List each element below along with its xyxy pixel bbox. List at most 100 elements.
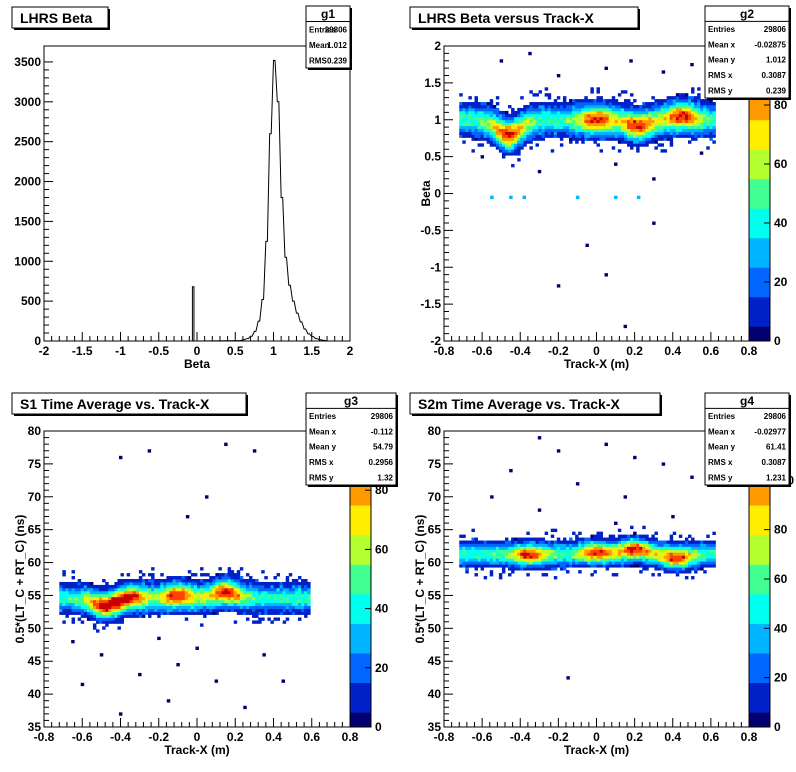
- heatmap-cell: [89, 614, 94, 618]
- heatmap-cell: [608, 125, 613, 129]
- heatmap-cell: [264, 590, 268, 595]
- heatmap-cell: [663, 134, 668, 138]
- stats-name: g1: [321, 7, 335, 21]
- heatmap-cell: [102, 590, 106, 595]
- heatmap-cell: [282, 581, 287, 586]
- heatmap-cell: [163, 587, 167, 592]
- heatmap-cell: [578, 558, 582, 562]
- y-tick-label: 60: [428, 556, 442, 570]
- heatmap-cell: [553, 564, 558, 568]
- heatmap-cell: [239, 567, 244, 571]
- heatmap-cell: [633, 543, 637, 547]
- heatmap-cell: [135, 614, 140, 618]
- heatmap-cell: [215, 605, 219, 609]
- heatmap-cell: [596, 107, 600, 112]
- heatmap-cell: [520, 128, 524, 132]
- heatmap-cell: [694, 137, 698, 141]
- heatmap-cell: [236, 599, 241, 604]
- heatmap-cell: [498, 558, 503, 562]
- heatmap-cell: [273, 602, 277, 607]
- heatmap-cell: [523, 105, 527, 109]
- heatmap-cell: [608, 540, 613, 544]
- heatmap-cell: [608, 116, 613, 121]
- heatmap-cell: [230, 576, 235, 580]
- heatmap-cell: [645, 122, 649, 127]
- y-tick-label: 1: [434, 113, 441, 127]
- heatmap-cell: [151, 584, 155, 589]
- heatmap-cell: [663, 564, 668, 568]
- heatmap-cell: [627, 131, 631, 135]
- heatmap-cell: [639, 561, 643, 565]
- heatmap-cell: [550, 558, 555, 562]
- heatmap-cell: [654, 125, 658, 129]
- heatmap-cell: [462, 113, 466, 118]
- heatmap-cell: [178, 611, 183, 615]
- heatmap-cell: [114, 608, 118, 612]
- heatmap-cell: [258, 611, 262, 615]
- heatmap-cell: [111, 605, 115, 609]
- heatmap-cell: [675, 125, 680, 129]
- heatmap-cell: [172, 602, 176, 607]
- heatmap-cell: [517, 140, 521, 144]
- heatmap-cell: [584, 537, 588, 541]
- heatmap-cell: [639, 546, 643, 550]
- heatmap-cell: [526, 128, 530, 132]
- heatmap-cell: [599, 102, 603, 106]
- heatmap-cell: [459, 558, 463, 562]
- heatmap-cell: [578, 540, 582, 544]
- heatmap-cell: [602, 128, 607, 132]
- heatmap-cell: [197, 587, 201, 592]
- heatmap-cell: [645, 534, 649, 538]
- heatmap-cell: [163, 611, 167, 615]
- heatmap-cell: [611, 540, 616, 544]
- palette-cell: [749, 500, 770, 506]
- y-tick-label: 80: [28, 424, 42, 438]
- heatmap-cell: [672, 558, 677, 562]
- heatmap-cell: [636, 552, 640, 556]
- heatmap-cell: [209, 593, 213, 598]
- heatmap-cell: [200, 579, 204, 583]
- x-axis-label: Beta: [184, 357, 210, 371]
- heatmap-cell: [602, 125, 607, 129]
- heatmap-cell: [184, 605, 189, 609]
- heatmap-cell: [498, 143, 503, 147]
- heatmap-cell: [623, 110, 628, 115]
- heatmap-cell: [700, 549, 704, 553]
- heatmap-cell: [562, 110, 567, 115]
- heatmap-cell: [642, 102, 646, 106]
- heatmap-cell: [630, 540, 634, 544]
- heatmap-cell: [273, 608, 277, 612]
- heatmap-cell: [279, 590, 284, 595]
- heatmap-cell: [166, 596, 170, 601]
- heatmap-cell: [562, 122, 567, 127]
- y-tick-label: 3500: [14, 55, 41, 69]
- heatmap-cell: [65, 587, 69, 592]
- heatmap-cell: [602, 564, 607, 568]
- heatmap-cells: [459, 51, 716, 329]
- heatmap-cell: [96, 614, 100, 618]
- heatmap-cell: [681, 564, 686, 568]
- stats-label: RMS x: [708, 458, 733, 467]
- heatmap-cell: [605, 552, 610, 556]
- plot-frame: [43, 45, 351, 342]
- heatmap-cell: [663, 107, 668, 112]
- heatmap-cell: [611, 134, 616, 138]
- heatmap-cell: [526, 137, 530, 141]
- heatmap-cell: [492, 552, 497, 556]
- heatmap-cell: [135, 593, 140, 598]
- heatmap-cell: [285, 587, 290, 592]
- heatmap-cell: [148, 584, 152, 589]
- heatmap-cell: [681, 549, 686, 553]
- heatmap-cell: [526, 531, 530, 535]
- heatmap-cell: [117, 620, 121, 624]
- heatmap-cell: [517, 558, 521, 562]
- palette-cell: [350, 657, 371, 664]
- heatmap-cell: [657, 122, 661, 127]
- heatmap-cell: [489, 564, 494, 568]
- heatmap-cell: [462, 116, 466, 121]
- heatmap-cell: [602, 119, 607, 124]
- heatmap-cell: [703, 564, 707, 568]
- heatmap-cell: [258, 617, 262, 621]
- heatmap-cell: [141, 584, 146, 589]
- heatmap-cell: [160, 599, 164, 604]
